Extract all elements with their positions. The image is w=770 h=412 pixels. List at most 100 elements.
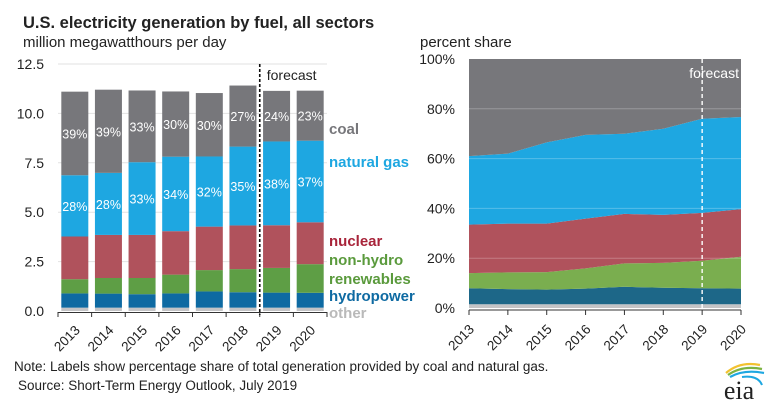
left-chart-subtitle: million megawatthours per day	[23, 34, 227, 51]
bar-segment-hydropower	[94, 293, 122, 308]
bar-segment-renewables	[296, 264, 324, 293]
right-y-tick-label: 20%	[427, 250, 455, 266]
gas-share-label: 33%	[130, 193, 155, 207]
legend-label-coal: coal	[329, 121, 359, 138]
bar-segment-other	[162, 307, 190, 311]
bar-segment-natural-gas	[162, 156, 190, 232]
bar-segment-other	[263, 307, 291, 311]
right-x-tick-label: 2014	[484, 321, 516, 353]
bar-segment-other	[128, 307, 156, 311]
bar-segment-natural-gas	[229, 146, 257, 226]
coal-share-label: 30%	[197, 119, 222, 133]
right-forecast-label: forecast	[689, 65, 739, 81]
bar-segment-natural-gas	[195, 156, 223, 227]
bar-segment-hydropower	[162, 293, 190, 308]
bar-segment-renewables	[195, 270, 223, 292]
left-x-tick-label: 2017	[186, 323, 218, 355]
area-natural-gas	[469, 117, 741, 225]
bar-segment-coal	[162, 91, 190, 157]
right-y-tick-label: 100%	[419, 51, 455, 67]
bar-segment-nuclear	[128, 234, 156, 279]
bar-segment-coal	[229, 85, 257, 147]
right-x-tick-label: 2017	[601, 322, 633, 354]
bar-segment-renewables	[61, 279, 89, 294]
bar-segment-coal	[94, 89, 122, 173]
area-hydropower	[469, 286, 741, 305]
bar-segment-natural-gas	[263, 141, 291, 226]
left-y-tick-label: 5.0	[25, 204, 45, 220]
right-x-tick-label: 2013	[445, 322, 477, 354]
right-y-tick-label: 60%	[427, 151, 455, 167]
gas-share-label: 37%	[298, 175, 323, 189]
bar-segment-other	[296, 307, 324, 311]
coal-share-label: 39%	[62, 127, 87, 141]
coal-share-label: 27%	[230, 110, 255, 124]
right-x-tick-label: 2016	[562, 322, 594, 354]
bar-segment-nuclear	[61, 236, 89, 280]
bar-segment-nuclear	[162, 231, 190, 275]
bar-segment-renewables	[263, 267, 291, 293]
bar-segment-renewables	[229, 269, 257, 293]
area-other	[469, 304, 741, 308]
left-y-tick-label: 2.5	[25, 254, 45, 270]
bar-segment-other	[94, 307, 122, 311]
bar-segment-nuclear	[263, 225, 291, 268]
bar-segment-hydropower	[229, 292, 257, 308]
bar-segment-coal	[61, 91, 89, 176]
right-x-tick-label: 2015	[523, 322, 555, 354]
chart-title: U.S. electricity generation by fuel, all…	[23, 14, 375, 32]
gas-share-label: 38%	[264, 177, 289, 191]
right-y-tick-label: 80%	[427, 101, 455, 117]
bar-segment-renewables	[94, 278, 122, 294]
gas-share-label: 34%	[163, 188, 188, 202]
left-x-tick-label: 2018	[219, 323, 251, 355]
right-x-tick-label: 2020	[717, 322, 749, 354]
left-x-tick-label: 2014	[85, 322, 117, 354]
forecast-label: forecast	[267, 67, 317, 83]
bar-segment-other	[195, 307, 223, 311]
bar-segment-coal	[195, 93, 223, 157]
right-y-tick-label: 40%	[427, 200, 455, 216]
left-y-tick-label: 10.0	[17, 105, 44, 121]
bar-segment-nuclear	[195, 226, 223, 271]
coal-share-label: 23%	[298, 110, 323, 124]
bar-segment-coal	[263, 90, 291, 142]
eia-logo-icon: eia	[724, 362, 765, 403]
area-non-hydro-renewables	[469, 256, 741, 290]
eia-logo-text: eia	[724, 376, 755, 403]
bar-segment-natural-gas	[94, 172, 122, 235]
bar-segment-hydropower	[296, 292, 324, 308]
bar-segment-natural-gas	[61, 175, 89, 237]
bar-segment-coal	[296, 90, 324, 141]
bar-segment-coal	[128, 90, 156, 163]
gas-share-label: 35%	[230, 180, 255, 194]
area-nuclear	[469, 209, 741, 274]
left-x-tick-label: 2016	[152, 323, 184, 355]
legend-label-renewables: renewables	[329, 271, 411, 288]
footnote: Note: Labels show percentage share of to…	[14, 359, 549, 374]
left-y-tick-label: 12.5	[17, 56, 44, 72]
bar-segment-nuclear	[229, 225, 257, 270]
right-x-tick-label: 2018	[640, 322, 672, 354]
coal-share-label: 39%	[96, 125, 121, 139]
gas-share-label: 28%	[62, 200, 87, 214]
legend-label-hydropower: hydropower	[329, 288, 415, 305]
legend-label-non-hydro: non-hydro	[329, 252, 403, 269]
gas-share-label: 28%	[96, 198, 121, 212]
bar-segment-hydropower	[195, 291, 223, 308]
coal-share-label: 33%	[130, 120, 155, 134]
gas-share-label: 32%	[197, 186, 222, 200]
bar-segment-hydropower	[128, 294, 156, 308]
bar-segment-natural-gas	[128, 162, 156, 235]
bar-segment-nuclear	[296, 222, 324, 265]
coal-share-label: 24%	[264, 110, 289, 124]
bar-segment-other	[61, 307, 89, 311]
left-y-tick-label: 7.5	[25, 155, 45, 171]
right-chart-subtitle: percent share	[420, 34, 512, 51]
legend-label-natural-gas: natural gas	[329, 154, 409, 171]
coal-share-label: 30%	[163, 118, 188, 132]
bar-segment-renewables	[162, 274, 190, 294]
bar-segment-nuclear	[94, 234, 122, 279]
bar-segment-renewables	[128, 278, 156, 295]
